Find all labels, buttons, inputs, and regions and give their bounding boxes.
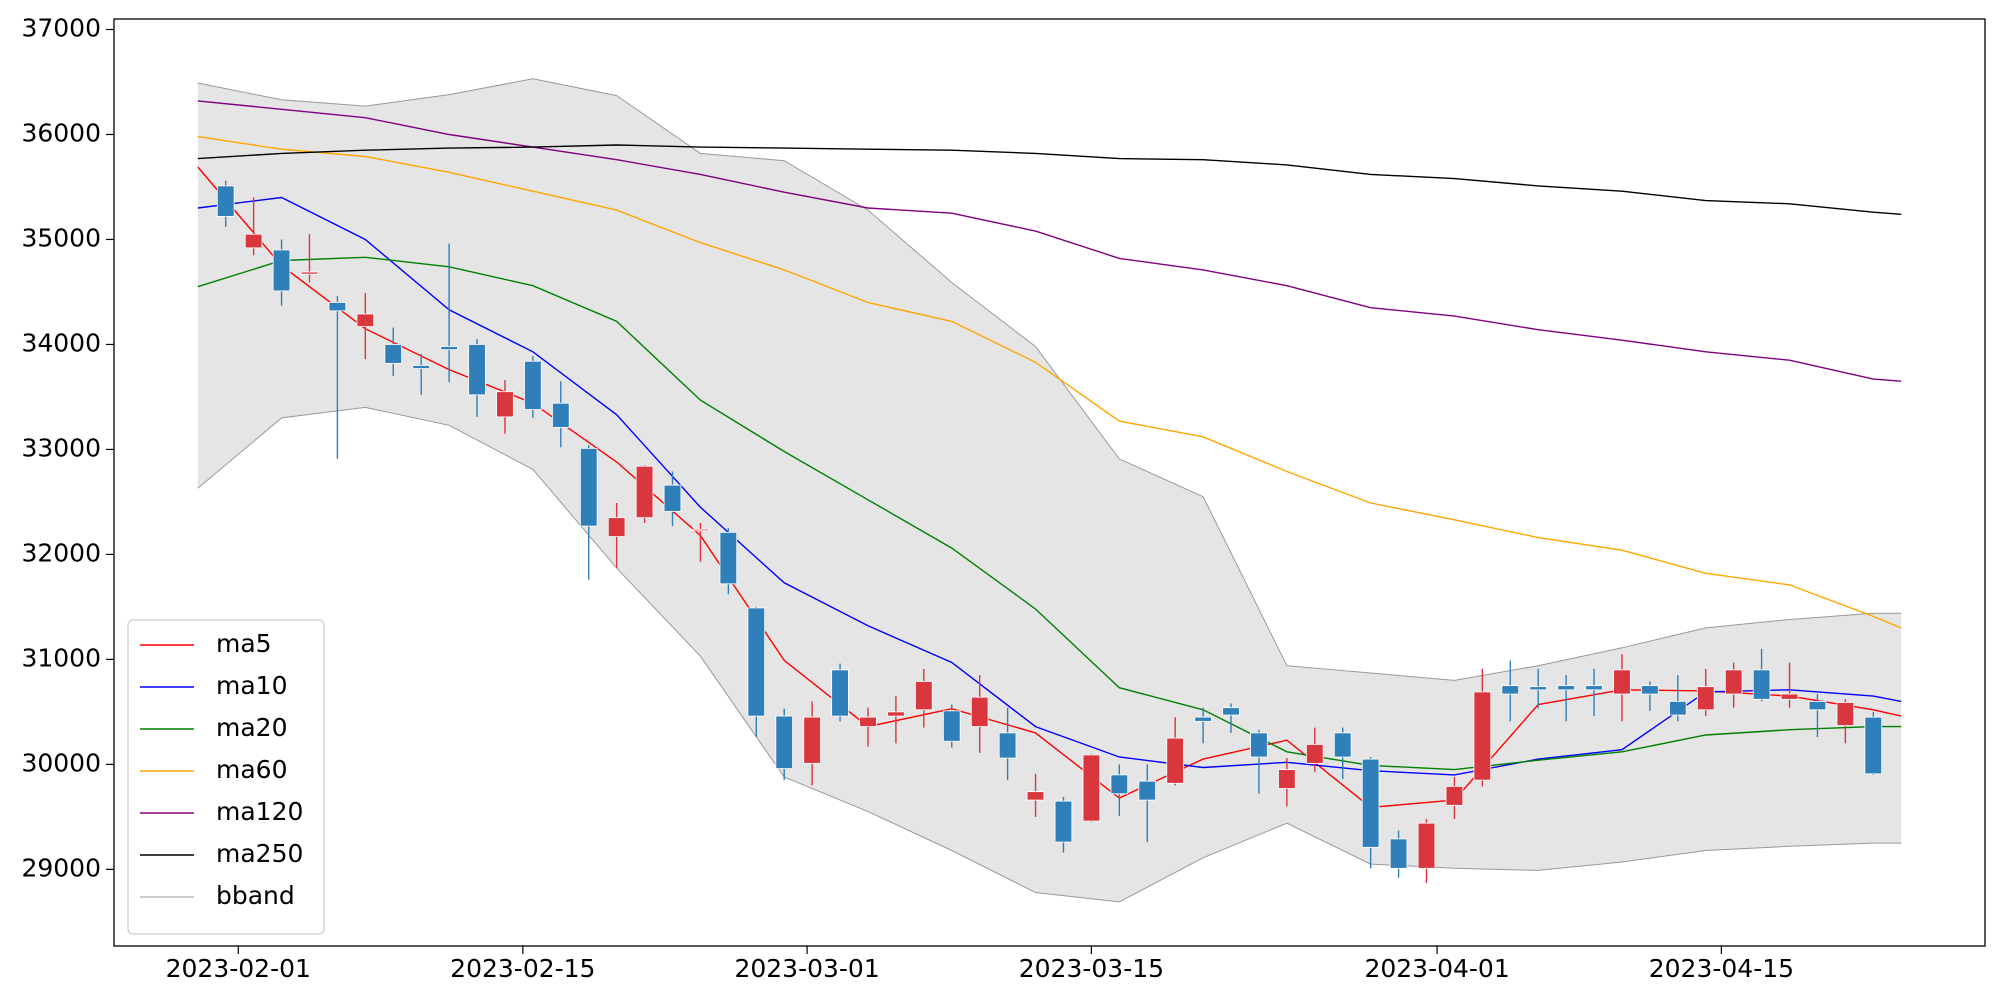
candle-body <box>775 715 793 769</box>
candle-body <box>859 716 877 727</box>
candle-body <box>1780 693 1799 700</box>
candle-body <box>1054 800 1073 843</box>
legend-label: ma20 <box>216 713 287 742</box>
candle-body <box>1585 685 1603 691</box>
candle-body <box>412 365 430 369</box>
candle-body <box>747 607 766 717</box>
candle-body <box>524 360 542 410</box>
legend-label: ma250 <box>216 839 303 868</box>
candle-body <box>719 531 738 585</box>
legend-label: ma5 <box>216 629 272 658</box>
candle-body <box>384 344 403 364</box>
candle-body <box>1026 791 1045 801</box>
candle-body <box>1333 732 1352 758</box>
candle-body <box>1613 669 1631 695</box>
candle-body <box>1222 707 1240 716</box>
x-tick-label: 2023-04-01 <box>1364 954 1509 983</box>
y-tick-label: 34000 <box>21 328 101 357</box>
candle-body <box>887 711 905 717</box>
legend-label: ma10 <box>216 671 287 700</box>
candle-body <box>1529 686 1547 691</box>
legend-label: ma60 <box>216 755 287 784</box>
candle-body <box>1389 838 1408 869</box>
candle-body <box>356 313 375 328</box>
ma-line <box>197 100 1902 382</box>
candle-body <box>942 710 961 742</box>
candle-body <box>1641 685 1659 695</box>
y-tick-label: 37000 <box>21 13 101 42</box>
candle-body <box>691 528 710 532</box>
y-tick-label: 36000 <box>21 118 101 147</box>
candle-body <box>635 465 654 519</box>
candle-body <box>468 344 486 396</box>
candle-body <box>1194 716 1212 722</box>
ma-line <box>197 144 1902 215</box>
candle-body <box>440 346 458 351</box>
candle-body <box>970 696 989 727</box>
candle-body <box>1808 700 1827 711</box>
candle-body <box>998 732 1017 759</box>
candle-body <box>496 391 514 418</box>
candle-body <box>1082 754 1101 822</box>
candle-body <box>1138 780 1157 801</box>
ma-line <box>197 135 1902 629</box>
y-tick-label: 32000 <box>21 538 101 567</box>
candle-body <box>831 669 849 717</box>
candle-body <box>1669 700 1687 716</box>
x-tick-label: 2023-04-15 <box>1649 954 1794 983</box>
candle-body <box>272 249 291 292</box>
candle-body <box>300 271 319 275</box>
band-edge <box>197 78 1902 681</box>
candle-body <box>244 233 263 249</box>
candle-body <box>1724 669 1743 695</box>
y-tick-label: 33000 <box>21 433 101 462</box>
legend: ma5 ma10 ma20 ma60 ma120 ma250 bband <box>127 619 325 935</box>
candle-body <box>1417 822 1436 869</box>
x-tick-label: 2023-02-01 <box>166 954 311 983</box>
legend-label: bband <box>216 881 295 910</box>
candle-body <box>216 185 235 217</box>
candle-body <box>1557 685 1575 691</box>
candle-body <box>1361 758 1380 848</box>
candle-body <box>915 681 933 711</box>
y-tick-label: 29000 <box>21 853 101 882</box>
candle-body <box>579 447 598 527</box>
candle-body <box>1473 691 1492 781</box>
candle-body <box>663 484 682 512</box>
candle-body <box>1836 702 1855 726</box>
ma-line <box>197 256 1902 771</box>
ma-line <box>197 196 1902 776</box>
band-edge <box>197 406 1902 903</box>
x-tick-label: 2023-03-15 <box>1019 954 1164 983</box>
candle-body <box>1306 744 1324 764</box>
candle-body <box>1110 774 1129 795</box>
candle-body <box>1166 737 1184 784</box>
y-tick-label: 31000 <box>21 643 101 672</box>
x-tick-label: 2023-02-15 <box>450 954 595 983</box>
candle-body <box>607 517 626 537</box>
y-tick-label: 35000 <box>21 223 101 252</box>
ma-line <box>197 166 1902 809</box>
x-tick-label: 2023-03-01 <box>734 954 879 983</box>
candle-body <box>1696 686 1715 711</box>
candle-body <box>1445 786 1464 806</box>
plot-frame <box>113 18 1986 947</box>
candle-body <box>552 402 570 428</box>
candle-body <box>1864 716 1883 775</box>
candle-body <box>1250 732 1268 758</box>
candle-body <box>328 302 347 312</box>
candle-body <box>803 716 821 764</box>
candle-body <box>1278 769 1296 789</box>
legend-label: ma120 <box>216 797 303 826</box>
candle-body <box>1752 669 1771 700</box>
candle-body <box>1501 685 1520 695</box>
y-tick-label: 30000 <box>21 748 101 777</box>
